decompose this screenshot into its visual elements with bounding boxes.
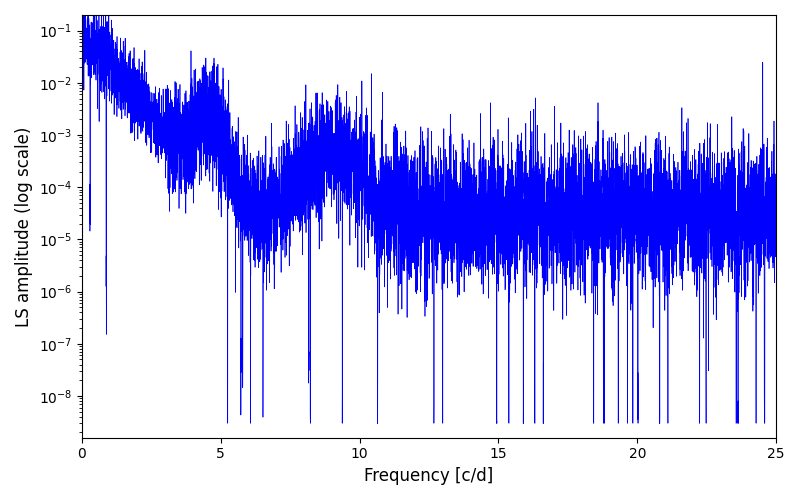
Y-axis label: LS amplitude (log scale): LS amplitude (log scale) [15, 126, 33, 326]
X-axis label: Frequency [c/d]: Frequency [c/d] [364, 467, 494, 485]
